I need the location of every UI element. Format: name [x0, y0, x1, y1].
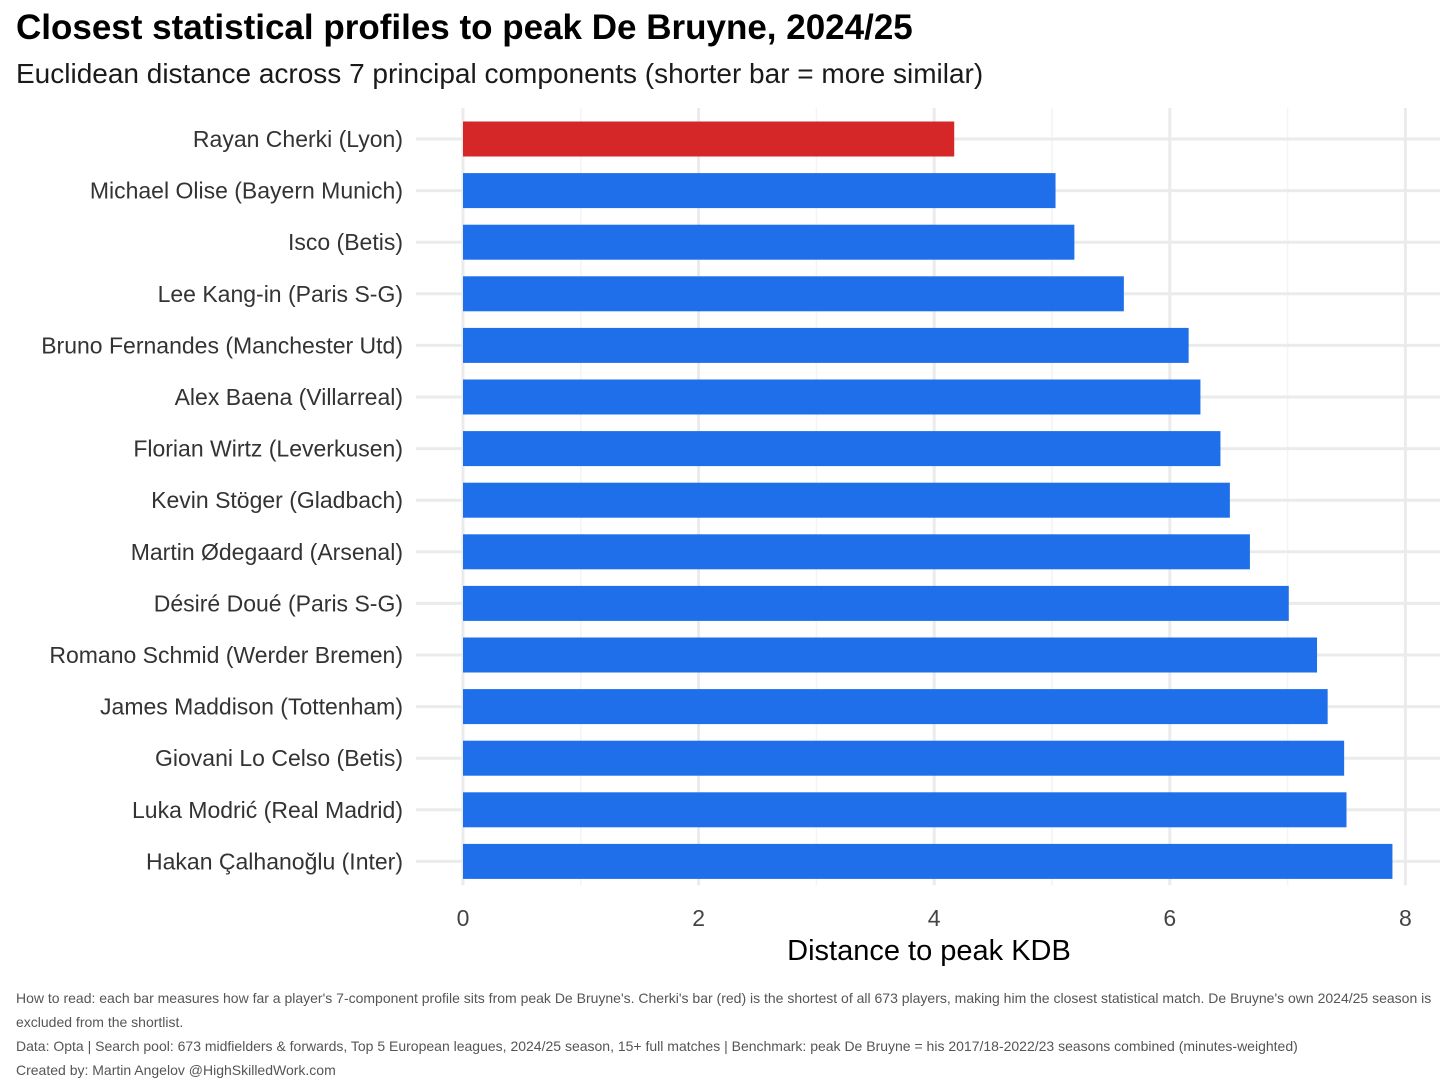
y-tick-label: Martin Ødegaard (Arsenal) [131, 539, 403, 565]
footnotes: How to read: each bar measures how far a… [16, 986, 1436, 1082]
y-tick-label: Alex Baena (Villarreal) [175, 384, 403, 410]
bars [463, 121, 1393, 879]
y-tick-label: Désiré Doué (Paris S-G) [154, 590, 403, 616]
x-tick-label: 4 [928, 905, 941, 931]
bar [463, 224, 1075, 260]
bar [463, 431, 1221, 467]
bar [463, 740, 1345, 776]
bar [463, 482, 1230, 518]
bar [463, 843, 1393, 879]
chart-subtitle: Euclidean distance across 7 principal co… [16, 58, 984, 89]
y-tick-labels: Rayan Cherki (Lyon) Michael Olise (Bayern… [41, 126, 403, 874]
y-tick-label: Rayan Cherki (Lyon) [193, 126, 403, 152]
x-axis-title: Distance to peak KDB [787, 935, 1071, 967]
bar [463, 689, 1328, 725]
bar [463, 379, 1201, 415]
x-tick-label: 8 [1399, 905, 1412, 931]
y-tick-label: Lee Kang-in (Paris S-G) [158, 281, 403, 307]
y-tick-label: Hakan Çalhanoğlu (Inter) [146, 848, 403, 874]
data-source-note: Data: Opta | Search pool: 673 midfielder… [16, 1038, 1298, 1054]
bar [463, 173, 1056, 209]
bar-chart: Rayan Cherki (Lyon) Michael Olise (Bayern… [41, 108, 1440, 967]
y-tick-label: James Maddison (Tottenham) [100, 694, 403, 720]
how-to-read-note: How to read: each bar measures how far a… [16, 990, 1432, 1030]
y-tick-label: Bruno Fernandes (Manchester Utd) [41, 332, 403, 358]
x-tick-label: 6 [1163, 905, 1176, 931]
bar [463, 585, 1289, 621]
credit-note: Created by: Martin Angelov @HighSkilledW… [16, 1062, 336, 1078]
y-tick-label: Michael Olise (Bayern Munich) [90, 178, 403, 204]
bar [463, 792, 1347, 828]
x-tick-label: 0 [457, 905, 470, 931]
chart-title: Closest statistical profiles to peak De … [16, 8, 913, 47]
y-tick-label: Romano Schmid (Werder Bremen) [49, 642, 403, 668]
bar [463, 327, 1189, 363]
y-tick-label: Luka Modrić (Real Madrid) [132, 797, 403, 823]
bar [463, 534, 1250, 570]
y-tick-label: Florian Wirtz (Leverkusen) [133, 436, 403, 462]
bar-highlighted [463, 121, 955, 157]
bar [463, 276, 1124, 312]
bar [463, 637, 1318, 673]
y-tick-label: Isco (Betis) [288, 229, 403, 255]
x-tick-label: 2 [692, 905, 705, 931]
y-tick-label: Giovani Lo Celso (Betis) [155, 745, 403, 771]
x-tick-labels: 0 2 4 6 8 [457, 905, 1412, 931]
y-tick-label: Kevin Stöger (Gladbach) [151, 487, 403, 513]
